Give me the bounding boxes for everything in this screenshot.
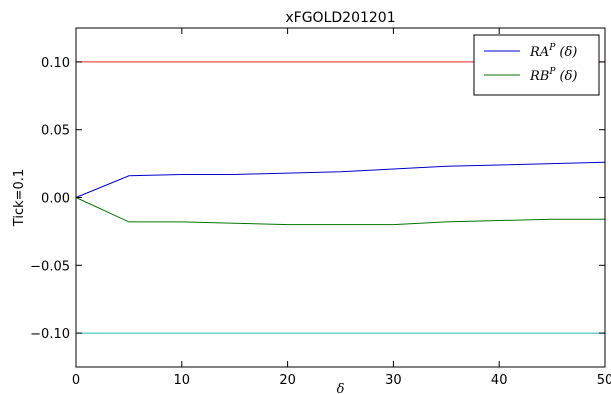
legend: RAP (δ) RBP (δ) [473,34,600,96]
x-tick-label: 10 [174,373,191,388]
legend-label: RBP (δ) [529,67,578,84]
y-axis-label: Tick=0.1 [12,169,27,227]
x-axis-label: δ [337,382,345,394]
legend-label: RAP (δ) [529,43,577,60]
series-line-0 [75,161,606,198]
y-tick-label: 0.05 [41,124,70,139]
legend-box [473,34,600,96]
x-tick-label: 40 [491,373,508,388]
ticks-layer: 0 10 20 30 40 50 0.10 0.05 0.00 −0.05 −0.10 [30,28,611,388]
series-line-1 [75,197,605,226]
chart-title: xFGOLD201201 [285,10,395,26]
x-tick-label: 50 [597,373,611,388]
plot-frame [75,27,606,368]
x-tick-label: 30 [385,373,402,388]
series-layer [75,61,606,334]
y-tick-label: 0.00 [41,192,70,207]
x-tick-label: 20 [279,373,296,388]
x-tick-label: 0 [72,373,80,388]
y-tick-label: −0.10 [30,327,70,342]
y-tick-label: −0.05 [30,259,70,274]
y-tick-label: 0.10 [41,56,70,71]
